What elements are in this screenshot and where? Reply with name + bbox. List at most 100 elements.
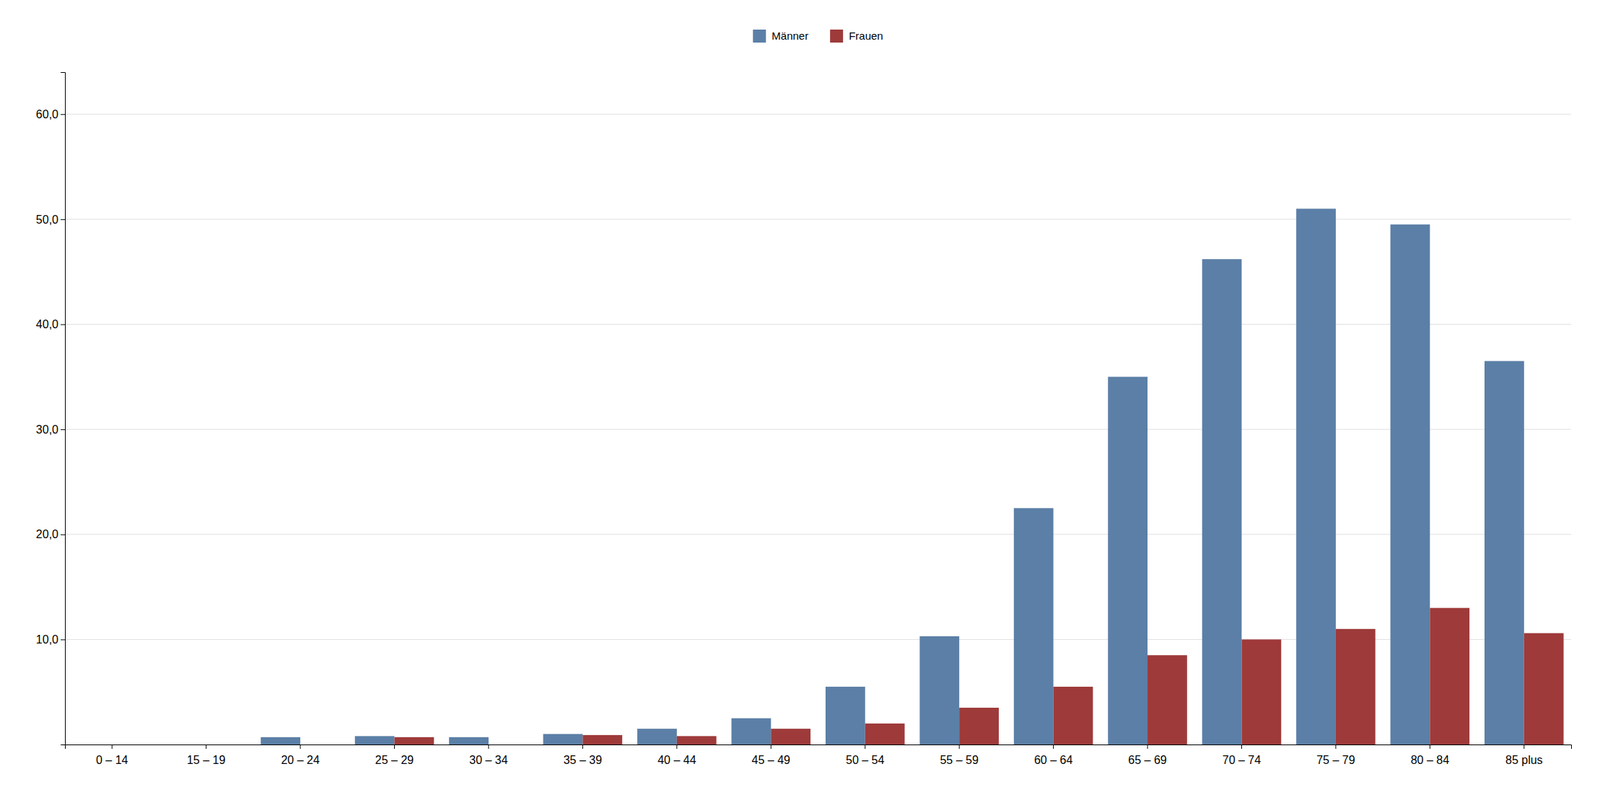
x-tick-label: 85 plus bbox=[1505, 754, 1543, 767]
grid-line bbox=[64, 534, 1572, 535]
x-tick-label: 70 – 74 bbox=[1222, 754, 1261, 767]
x-tick: 45 – 49 bbox=[752, 744, 791, 767]
bar bbox=[1053, 687, 1094, 745]
bar bbox=[1202, 259, 1243, 745]
y-tick: 20,0 bbox=[36, 528, 65, 541]
x-tick: 35 – 39 bbox=[563, 744, 602, 767]
bar bbox=[1013, 508, 1054, 745]
y-axis-line bbox=[60, 72, 66, 746]
x-tick-label: 50 – 54 bbox=[845, 754, 885, 767]
bar bbox=[865, 723, 906, 745]
bar bbox=[1484, 360, 1525, 745]
y-tick: 30,0 bbox=[36, 423, 65, 436]
grid-line bbox=[64, 114, 1572, 115]
legend-swatch bbox=[829, 29, 843, 43]
bar bbox=[448, 737, 489, 745]
x-tick-mark bbox=[1052, 744, 1054, 750]
x-axis: 0 – 14 15 – 19 20 – 24 25 – 29 30 – 34 35 – 3… bbox=[65, 744, 1572, 767]
x-tick-mark bbox=[864, 744, 866, 750]
x-tick: 55 – 59 bbox=[939, 744, 978, 767]
x-tick-label: 65 – 69 bbox=[1128, 754, 1167, 767]
grid-line bbox=[64, 429, 1572, 431]
x-tick: 20 – 24 bbox=[280, 744, 319, 767]
x-tick: 0 – 14 bbox=[95, 744, 129, 767]
x-tick-mark bbox=[959, 744, 960, 750]
x-tick-mark bbox=[487, 744, 489, 750]
x-tick: 80 – 84 bbox=[1410, 744, 1450, 767]
grid bbox=[64, 114, 1572, 640]
x-tick-label: 60 – 64 bbox=[1034, 754, 1073, 767]
x-tick-label: 75 – 79 bbox=[1316, 754, 1355, 767]
x-tick-label: 80 – 84 bbox=[1410, 754, 1450, 767]
bar bbox=[1335, 629, 1376, 745]
bar bbox=[1107, 376, 1148, 745]
x-tick: 60 – 64 bbox=[1034, 744, 1073, 767]
y-tick-label: 20,0 bbox=[36, 528, 59, 541]
x-tick-mark bbox=[394, 744, 395, 750]
bar bbox=[919, 636, 960, 745]
bar bbox=[731, 718, 771, 745]
bars bbox=[260, 208, 1564, 745]
x-tick-mark bbox=[300, 744, 301, 750]
bar bbox=[1429, 608, 1470, 745]
x-tick-label: 20 – 24 bbox=[280, 754, 319, 767]
bar bbox=[1390, 224, 1431, 745]
bar bbox=[1524, 633, 1564, 745]
bar bbox=[206, 744, 247, 746]
y-tick: 50,0 bbox=[36, 212, 65, 226]
bar bbox=[300, 744, 340, 746]
x-tick-label: 40 – 44 bbox=[657, 754, 696, 767]
x-tick: 85 plus bbox=[1505, 744, 1543, 767]
y-tick-mark bbox=[60, 639, 65, 641]
bar bbox=[582, 735, 623, 745]
x-tick-label: 30 – 34 bbox=[469, 754, 508, 767]
bar bbox=[72, 744, 112, 746]
plot: 10,0 20,0 30,0 40,0 50,0 60,0 0 – 14 15 – 19 20 … bbox=[36, 72, 1572, 767]
bar bbox=[394, 737, 435, 745]
grid-line bbox=[64, 324, 1572, 325]
x-tick-mark bbox=[1335, 744, 1336, 750]
x-tick-label: 15 – 19 bbox=[186, 754, 226, 767]
legend-swatch bbox=[752, 29, 766, 43]
legend: Männer Frauen bbox=[752, 29, 883, 43]
legend-item: Frauen bbox=[829, 29, 884, 43]
x-tick: 25 – 29 bbox=[375, 744, 414, 767]
bar bbox=[488, 744, 529, 746]
x-tick-label: 0 – 14 bbox=[95, 754, 129, 767]
bar-series bbox=[260, 208, 1524, 745]
x-tick-mark bbox=[1147, 744, 1149, 750]
y-axis: 10,0 20,0 30,0 40,0 50,0 60,0 bbox=[36, 72, 66, 746]
chart: 10,0 20,0 30,0 40,0 50,0 60,0 0 – 14 15 – 19 20 … bbox=[0, 0, 1600, 795]
y-tick-label: 30,0 bbox=[36, 423, 59, 436]
bar bbox=[637, 728, 677, 745]
legend-label: Männer bbox=[771, 29, 809, 42]
x-tick: 30 – 34 bbox=[469, 744, 508, 767]
y-tick-mark bbox=[60, 219, 65, 221]
x-tick-label: 45 – 49 bbox=[752, 754, 791, 767]
x-tick: 50 – 54 bbox=[845, 744, 885, 767]
bar bbox=[260, 737, 301, 745]
bar bbox=[1241, 639, 1282, 745]
y-tick: 40,0 bbox=[36, 318, 65, 331]
bar bbox=[1296, 208, 1336, 745]
x-tick-mark bbox=[205, 744, 207, 750]
bar bbox=[166, 744, 207, 746]
y-tick-mark bbox=[60, 324, 65, 326]
bar bbox=[825, 687, 866, 745]
bar bbox=[111, 744, 152, 746]
x-tick-mark bbox=[770, 744, 772, 750]
bar bbox=[355, 736, 395, 745]
x-axis-line bbox=[65, 745, 1572, 750]
bar bbox=[959, 707, 999, 745]
bar-series bbox=[394, 608, 1564, 745]
x-tick-mark bbox=[676, 744, 677, 750]
y-tick-label: 10,0 bbox=[36, 633, 59, 646]
x-tick: 15 – 19 bbox=[186, 744, 226, 767]
y-tick-label: 40,0 bbox=[36, 318, 59, 331]
legend-item: Männer bbox=[752, 29, 809, 43]
y-tick-mark bbox=[60, 114, 65, 115]
bar bbox=[770, 728, 811, 745]
y-tick: 60,0 bbox=[36, 108, 65, 121]
bar bbox=[1147, 655, 1188, 745]
x-tick-mark bbox=[582, 744, 584, 750]
